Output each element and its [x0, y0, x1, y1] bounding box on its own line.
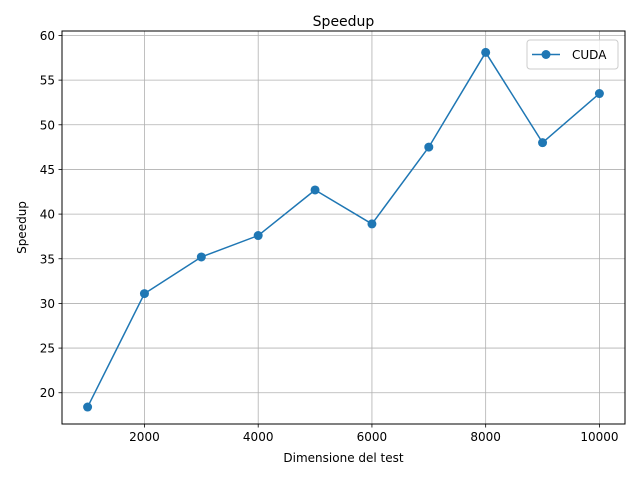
data-point	[253, 231, 263, 241]
series-layer	[83, 47, 604, 412]
y-tick-label: 20	[40, 386, 55, 400]
y-tick-label: 30	[40, 297, 55, 311]
legend-label-cuda: CUDA	[572, 48, 607, 62]
y-tick-label: 35	[40, 252, 55, 266]
x-tick-label: 6000	[357, 430, 388, 444]
y-tick-label: 25	[40, 342, 55, 356]
y-tick-label: 40	[40, 208, 55, 222]
data-point	[424, 142, 434, 152]
legend-marker-cuda	[541, 50, 551, 59]
x-tick-label: 10000	[580, 430, 618, 444]
x-axis: 2000 4000 6000 8000 10000	[129, 424, 619, 444]
data-point	[481, 47, 491, 57]
data-point	[367, 219, 377, 229]
x-tick-label: 8000	[470, 430, 501, 444]
legend-box	[526, 39, 619, 70]
y-tick-label: 45	[40, 163, 55, 177]
data-point	[139, 289, 149, 299]
x-tick-label: 2000	[129, 430, 160, 444]
y-axis-label: Speedup	[15, 201, 29, 254]
data-point	[594, 89, 604, 99]
legend: CUDA	[526, 39, 619, 70]
data-point	[196, 252, 206, 262]
y-axis: 20 25 30 35 40 45 50 55 60	[40, 29, 62, 400]
x-axis-label: Dimensione del test	[283, 451, 403, 465]
y-tick-label: 55	[40, 74, 55, 88]
x-tick-label: 4000	[243, 430, 274, 444]
plot-frame	[61, 30, 626, 425]
data-point	[538, 138, 548, 148]
data-point	[310, 185, 320, 195]
data-point	[83, 402, 93, 412]
series-line-cuda	[86, 51, 600, 408]
chart-title: Speedup	[313, 14, 375, 30]
y-tick-label: 60	[40, 29, 55, 43]
y-tick-label: 50	[40, 118, 55, 132]
grid-lines	[62, 31, 625, 424]
